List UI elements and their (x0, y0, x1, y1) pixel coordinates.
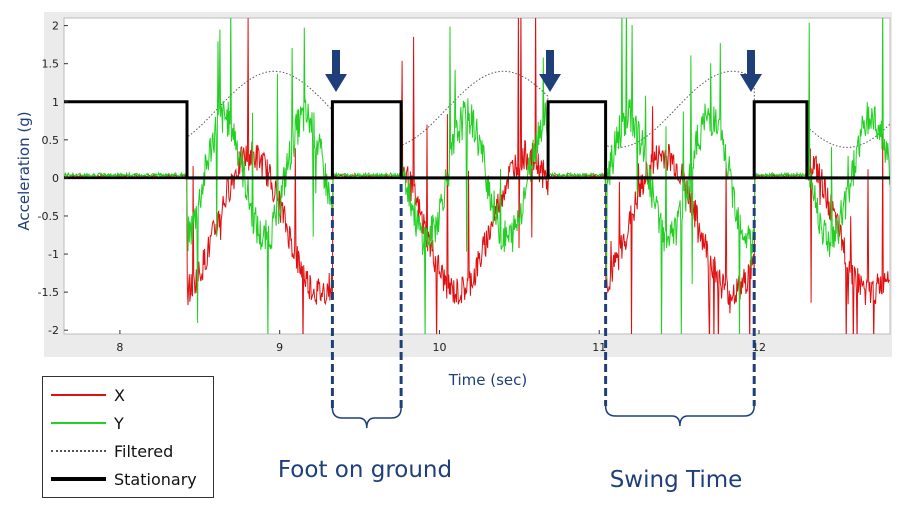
y-axis-label: Acceleration (g) (15, 111, 33, 230)
legend-item-x: X (51, 383, 125, 407)
x-tick-label: 9 (276, 341, 283, 354)
y-tick-label: 1 (52, 96, 59, 109)
x-axis-label: Time (sec) (448, 371, 527, 389)
y-tick-label: 2 (52, 20, 59, 33)
legend: X Y Filtered Stationary (42, 376, 214, 498)
curly-brace (332, 408, 401, 428)
legend-swatch-y (51, 422, 106, 424)
down-arrow-shaft (747, 50, 755, 76)
y-tick-label: -1 (48, 248, 59, 261)
y-tick-label: 0.5 (42, 134, 60, 147)
legend-label-filtered: Filtered (114, 442, 173, 461)
down-arrow-shaft (332, 50, 340, 76)
legend-swatch-x (51, 394, 106, 396)
legend-label-x: X (114, 386, 125, 405)
y-axis-ticks: 2 1.5 1 0.5 0 -0.5 -1 -1.5 -2 (38, 20, 68, 338)
foot-on-ground-label: Foot on ground (278, 457, 452, 483)
legend-item-filtered: Filtered (51, 439, 173, 463)
legend-item-stationary: Stationary (51, 467, 197, 491)
y-tick-label: -2 (48, 324, 59, 337)
y-tick-label: 1.5 (42, 58, 60, 71)
legend-swatch-stationary (51, 477, 106, 481)
x-tick-label: 10 (432, 341, 446, 354)
y-tick-label: -1.5 (38, 286, 59, 299)
legend-label-stationary: Stationary (114, 470, 197, 489)
swing-time-label: Swing Time (610, 467, 743, 493)
legend-swatch-filtered (51, 450, 106, 452)
legend-label-y: Y (114, 414, 124, 433)
curly-brace (606, 406, 755, 426)
y-tick-label: -0.5 (38, 210, 59, 223)
legend-item-y: Y (51, 411, 124, 435)
down-arrow-shaft (546, 50, 554, 76)
y-tick-label: 0 (52, 172, 59, 185)
x-tick-label: 8 (116, 341, 123, 354)
